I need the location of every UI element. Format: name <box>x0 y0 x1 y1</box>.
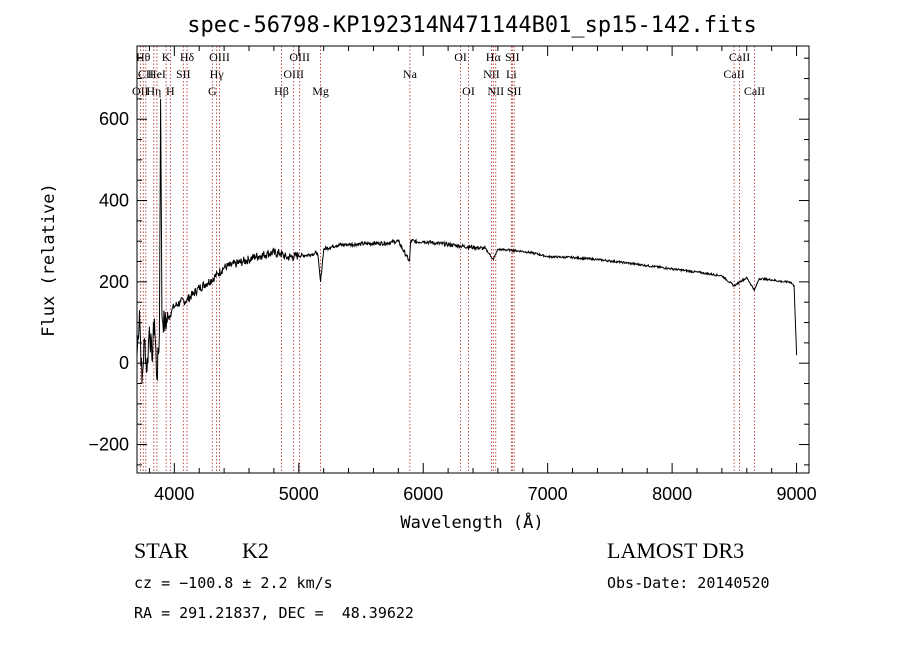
x-tick-label-0: 4000 <box>154 484 194 504</box>
marker-label-15: Mg <box>312 84 329 98</box>
marker-label-9: G <box>208 84 217 98</box>
obs-date: Obs-Date: 20140520 <box>607 574 770 592</box>
x-tick-label-5: 9000 <box>777 484 817 504</box>
marker-label-24: SII <box>507 84 522 98</box>
y-tick-label-0: −200 <box>88 435 129 455</box>
marker-label-11: OIII <box>209 50 230 64</box>
x-tick-label-3: 7000 <box>528 484 568 504</box>
marker-label-20: Hα <box>486 50 502 64</box>
object-subclass: K2 <box>242 538 269 563</box>
x-tick-label-4: 8000 <box>652 484 692 504</box>
chart-title: spec-56798-KP192314N471144B01_sp15-142.f… <box>187 13 757 38</box>
marker-label-14: OIII <box>289 50 310 64</box>
y-tick-label-4: 600 <box>99 109 129 129</box>
marker-label-18: OI <box>462 84 475 98</box>
marker-label-16: Na <box>403 67 418 81</box>
redshift-value: cz = −100.8 ± 2.2 km/s <box>134 574 333 592</box>
marker-label-1: Hθ <box>136 50 151 64</box>
marker-label-13: OIII <box>283 67 304 81</box>
emission-line-markers: OIIHθCIIHηHeIKHSIIHδGHγOIIIHβOIIIOIIIMgN… <box>132 46 765 473</box>
marker-label-23: SII <box>505 50 520 64</box>
marker-label-2: CII <box>138 67 154 81</box>
y-tick-label-1: 0 <box>119 353 129 373</box>
x-tick-label-2: 6000 <box>403 484 443 504</box>
y-tick-label-2: 200 <box>99 272 129 292</box>
x-axis-label: Wavelength (Å) <box>400 511 543 533</box>
plot-frame <box>136 45 810 474</box>
marker-label-22: Li <box>506 67 517 81</box>
marker-label-25: CaII <box>723 67 744 81</box>
coordinates: RA = 291.21837, DEC = 48.39622 <box>134 604 414 622</box>
marker-label-3: Hη <box>146 84 161 98</box>
marker-label-19: NII <box>483 67 500 81</box>
marker-label-27: CaII <box>744 84 765 98</box>
y-tick-label-3: 400 <box>99 191 129 211</box>
x-tick-label-1: 5000 <box>279 484 319 504</box>
marker-label-12: Hβ <box>274 84 289 98</box>
marker-label-26: CaII <box>729 50 750 64</box>
marker-label-17: OI <box>454 50 467 64</box>
marker-label-6: H <box>166 84 175 98</box>
marker-label-4: HeI <box>148 67 166 81</box>
marker-label-8: Hδ <box>180 50 195 64</box>
marker-label-0: OII <box>132 84 149 98</box>
marker-label-10: Hγ <box>210 67 225 81</box>
y-axis-ticks: −200 0 200 400 600 <box>88 57 809 466</box>
y-axis-label: Flux (relative) <box>39 183 59 337</box>
object-class: STAR <box>134 538 189 563</box>
survey-name: LAMOST DR3 <box>607 538 745 563</box>
marker-label-7: SII <box>176 67 191 81</box>
marker-label-21: NII <box>487 84 504 98</box>
marker-label-5: K <box>162 50 171 64</box>
spectrum-line <box>136 98 798 384</box>
x-axis-ticks: 4000 5000 6000 7000 8000 9000 <box>148 46 817 504</box>
